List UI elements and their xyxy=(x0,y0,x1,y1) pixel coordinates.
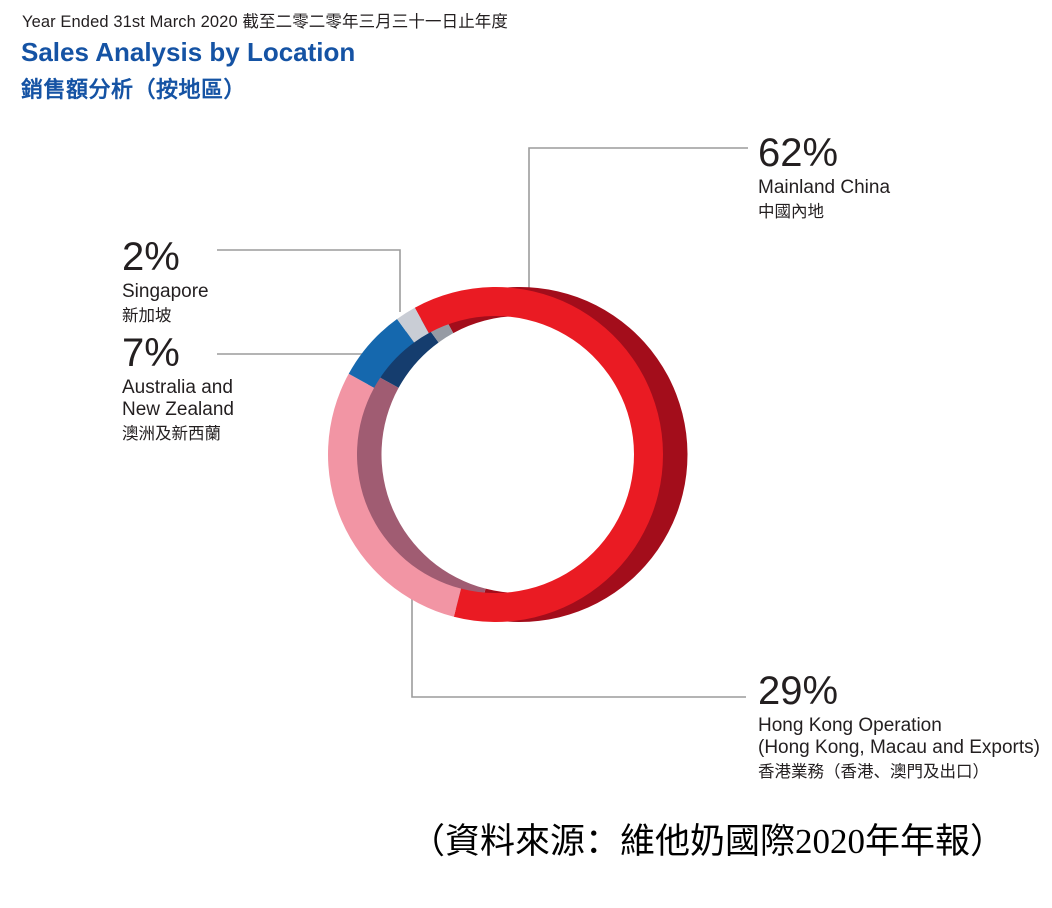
pct-hong-kong: 29% xyxy=(758,669,839,713)
pct-mainland-china: 62% xyxy=(758,131,839,175)
leader-line-singapore xyxy=(217,249,401,312)
label-australia-nz-en-2: New Zealand xyxy=(122,399,234,421)
donut-segment-mainland-china xyxy=(414,287,663,623)
label-australia-nz-en-1: Australia and xyxy=(122,377,233,398)
label-singapore-zh: 新加坡 xyxy=(122,307,172,326)
callout-australia-nz: 7% Australia and New Zealand 澳洲及新西蘭 xyxy=(122,333,234,446)
donut-segment-hong-kong xyxy=(328,373,462,617)
donut-segment-shade-mainland-china xyxy=(439,287,688,623)
page-subtitle-zh: 銷售額分析（按地區） xyxy=(21,77,247,102)
pct-singapore: 2% xyxy=(122,235,180,279)
label-hong-kong-en-2: (Hong Kong, Macau and Exports) xyxy=(758,737,1040,759)
pct-australia-nz: 7% xyxy=(122,331,180,375)
label-singapore-en: Singapore xyxy=(122,281,209,302)
label-mainland-china-en: Mainland China xyxy=(758,177,891,198)
source-note: （資料來源：維他奶國際2020年年報） xyxy=(410,822,1006,861)
leader-lines xyxy=(217,147,748,698)
donut-segment-australia-nz xyxy=(348,318,415,388)
page-title: Sales Analysis by Location xyxy=(21,37,356,67)
callout-singapore: 2% Singapore 新加坡 xyxy=(122,237,209,328)
donut-segment-singapore xyxy=(397,307,429,343)
label-australia-nz-zh: 澳洲及新西蘭 xyxy=(122,425,221,444)
label-hong-kong-zh: 香港業務（香港、澳門及出口） xyxy=(758,763,989,782)
period-line: Year Ended 31st March 2020 截至二零二零年三月三十一日… xyxy=(22,13,509,31)
callout-mainland-china: 62% Mainland China 中國內地 xyxy=(758,133,890,224)
leader-line-mainland-china xyxy=(528,147,748,292)
donut-face-ring xyxy=(328,287,663,623)
label-mainland-china-zh: 中國內地 xyxy=(758,203,824,222)
label-hong-kong-en-1: Hong Kong Operation xyxy=(758,715,942,736)
leader-line-hong-kong xyxy=(411,594,746,698)
callout-hong-kong: 29% Hong Kong Operation (Hong Kong, Maca… xyxy=(758,671,1040,784)
